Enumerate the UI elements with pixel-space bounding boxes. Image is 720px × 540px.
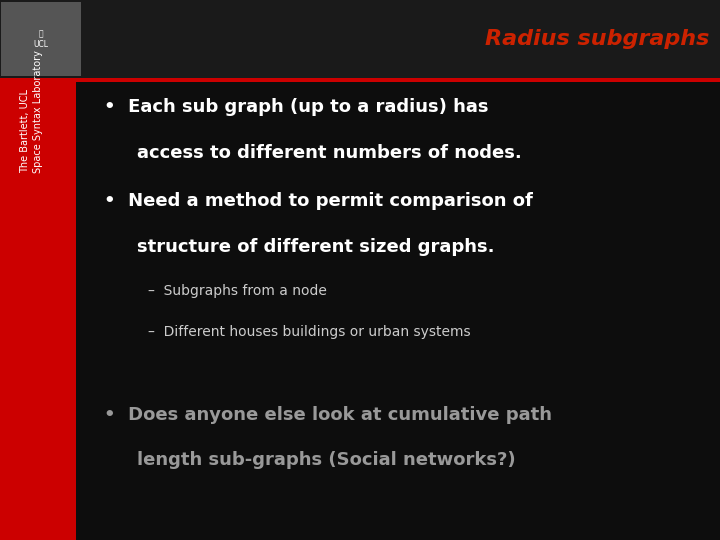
Bar <box>0 78 76 540</box>
Text: •  Need a method to permit comparison of: • Need a method to permit comparison of <box>104 192 534 210</box>
Text: –  Subgraphs from a node: – Subgraphs from a node <box>148 284 326 298</box>
Text: –  Different houses buildings or urban systems: – Different houses buildings or urban sy… <box>148 325 470 339</box>
Text: Space Syntax Laboratory: Space Syntax Laboratory <box>33 50 42 173</box>
Bar <box>1 2 81 76</box>
Text: •  Each sub graph (up to a radius) has: • Each sub graph (up to a radius) has <box>104 98 489 116</box>
Text: length sub-graphs (Social networks?): length sub-graphs (Social networks?) <box>137 451 516 469</box>
Text: structure of different sized graphs.: structure of different sized graphs. <box>137 238 495 256</box>
Text: Radius subgraphs: Radius subgraphs <box>485 29 709 49</box>
Bar <box>76 78 720 82</box>
Text: The Bartlett, UCL: The Bartlett, UCL <box>20 89 30 173</box>
Bar <box>0 0 720 78</box>
Text: access to different numbers of nodes.: access to different numbers of nodes. <box>137 144 521 161</box>
Text: •  Does anyone else look at cumulative path: • Does anyone else look at cumulative pa… <box>104 406 552 423</box>
Text: 🏛
UCL: 🏛 UCL <box>34 30 48 49</box>
